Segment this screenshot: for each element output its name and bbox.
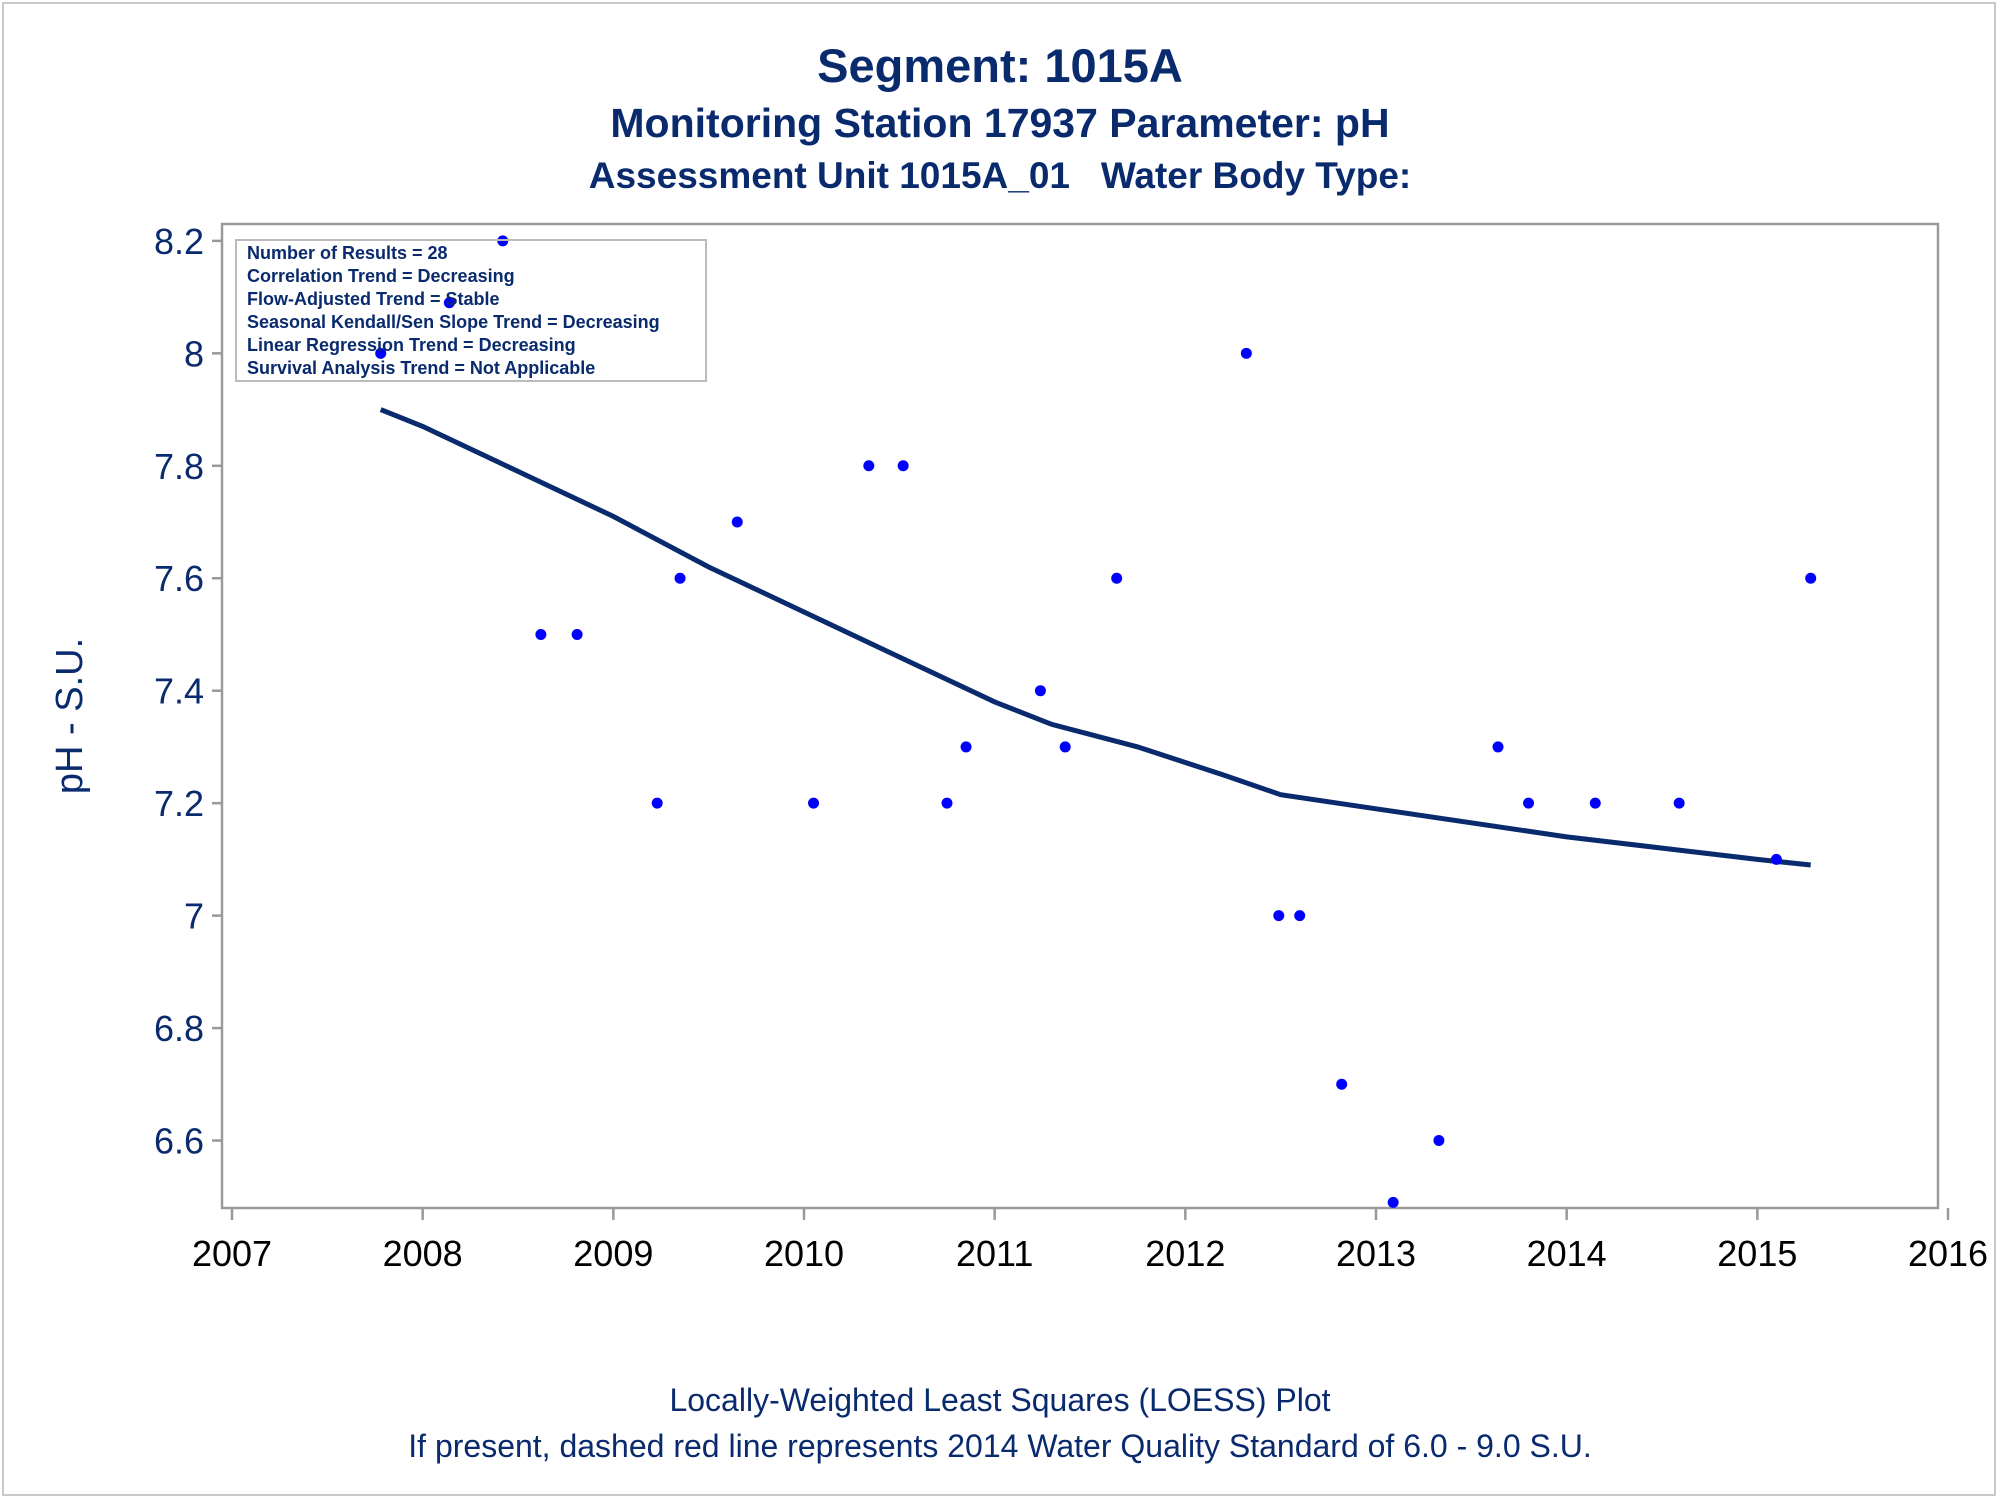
data-point (571, 628, 583, 640)
data-point (1523, 797, 1535, 809)
y-tick-label: 7.8 (154, 446, 204, 487)
y-tick-label: 8 (184, 333, 204, 374)
data-point (1805, 572, 1817, 584)
chart-title: Segment: 1015A (817, 39, 1183, 92)
data-point (1673, 797, 1685, 809)
footnote-2: If present, dashed red line represents 2… (408, 1428, 1592, 1464)
data-point (375, 347, 387, 359)
y-axis-label: pH - S.U. (49, 638, 91, 794)
data-point (1589, 797, 1601, 809)
y-tick-label: 7 (184, 896, 204, 937)
data-point (1111, 572, 1123, 584)
data-point (1492, 741, 1504, 753)
y-tick-label: 8.2 (154, 221, 204, 262)
y-tick-label: 7.6 (154, 558, 204, 599)
trend-summary-border (235, 239, 707, 382)
data-point (674, 572, 686, 584)
data-point (443, 297, 455, 309)
data-point (808, 797, 820, 809)
data-point (535, 628, 547, 640)
data-point (1433, 1135, 1445, 1147)
x-tick-label: 2013 (1336, 1233, 1416, 1274)
trend-summary-line: Linear Regression Trend = Decreasing (247, 335, 576, 355)
data-point (1294, 910, 1306, 922)
trend-summary-line: Seasonal Kendall/Sen Slope Trend = Decre… (247, 312, 660, 332)
y-tick-label: 7.4 (154, 671, 204, 712)
trend-summary-line: Number of Results = 28 (247, 243, 448, 263)
loess-line (379, 407, 1811, 868)
data-point (1770, 853, 1782, 865)
data-point (1034, 685, 1046, 697)
data-point (731, 516, 743, 528)
data-point (1273, 910, 1285, 922)
chart-subtitle-2-text: Assessment Unit 1015A_01 Water Body Type… (588, 155, 1412, 196)
data-point (1387, 1196, 1399, 1208)
data-point (863, 460, 875, 472)
chart-subtitle-2: Assessment Unit 1015A_01 Water Body Type… (0, 155, 2000, 197)
trend-summary-box: Number of Results = 28 Correlation Trend … (235, 239, 707, 382)
data-point (1336, 1078, 1348, 1090)
y-tick-label: 6.8 (154, 1008, 204, 1049)
plot-area (220, 222, 1940, 1210)
y-axis: 6.6 6.8 7 7.2 7.4 7.6 7.8 8 8.2 (154, 221, 222, 1162)
x-tick-label: 2011 (956, 1233, 1033, 1274)
x-axis: 2007 2008 2009 2010 2011 2012 2013 2014 2015 2016 (192, 1208, 1988, 1274)
trend-summary-line: Flow-Adjusted Trend = Stable (247, 289, 500, 309)
x-tick-label: 2009 (573, 1233, 653, 1274)
data-point (941, 797, 953, 809)
trend-summary-line: Survival Analysis Trend = Not Applicable (247, 358, 595, 378)
x-tick-label: 2007 (192, 1233, 272, 1274)
y-tick-label: 6.6 (154, 1121, 204, 1162)
trend-summary-line: Correlation Trend = Decreasing (247, 266, 515, 286)
y-tick-label: 7.2 (154, 783, 204, 824)
data-point (651, 797, 663, 809)
x-tick-label: 2008 (383, 1233, 463, 1274)
data-points (375, 235, 1817, 1208)
x-tick-label: 2015 (1717, 1233, 1797, 1274)
data-point (960, 741, 972, 753)
chart-subtitle: Monitoring Station 17937 Parameter: pH (610, 100, 1390, 146)
x-tick-label: 2014 (1527, 1233, 1607, 1274)
x-tick-label: 2012 (1145, 1233, 1225, 1274)
data-point (1059, 741, 1071, 753)
x-tick-label: 2010 (764, 1233, 844, 1274)
x-tick-label: 2016 (1908, 1233, 1988, 1274)
data-point (897, 460, 909, 472)
footnote-1: Locally-Weighted Least Squares (LOESS) P… (669, 1382, 1331, 1418)
data-point (1240, 347, 1252, 359)
